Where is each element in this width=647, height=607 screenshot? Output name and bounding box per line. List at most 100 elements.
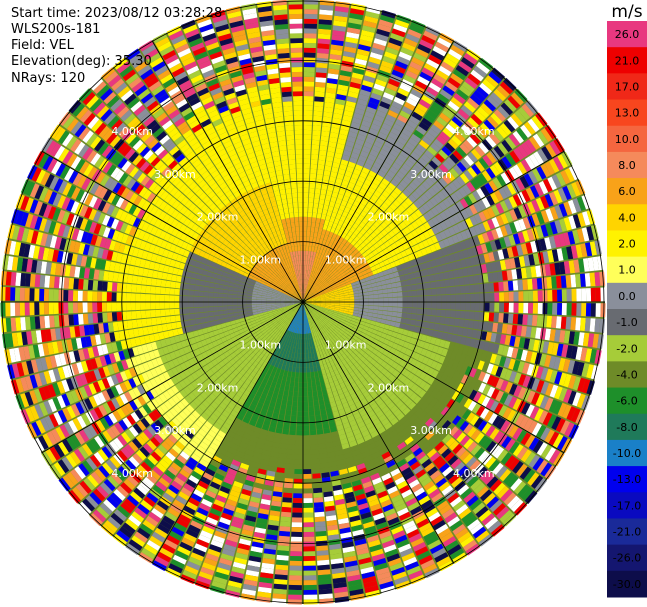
range-gate — [496, 174, 507, 187]
range-gate — [338, 291, 344, 295]
range-gate — [319, 404, 326, 410]
range-gate — [356, 232, 364, 239]
range-gate — [317, 433, 325, 440]
range-gate — [334, 294, 340, 297]
range-gate — [335, 272, 341, 278]
range-gate — [392, 292, 398, 298]
range-gate — [299, 362, 303, 368]
range-gate — [346, 27, 361, 35]
range-gate — [469, 204, 478, 215]
range-gate — [391, 219, 400, 227]
range-gate — [334, 182, 341, 189]
range-gate — [303, 245, 306, 251]
range-gate — [511, 269, 518, 280]
range-gate — [303, 207, 308, 213]
range-gate — [432, 45, 447, 57]
range-gate — [373, 294, 379, 299]
range-gate — [296, 425, 303, 431]
range-gate — [334, 264, 340, 269]
range-gate — [563, 261, 571, 274]
range-gate — [303, 115, 313, 121]
range-gate — [303, 216, 308, 222]
range-gate — [372, 119, 383, 127]
range-gate — [308, 265, 311, 271]
range-gate — [508, 196, 518, 208]
range-gate — [368, 128, 379, 136]
range-gate — [332, 207, 339, 214]
range-gate — [391, 28, 406, 38]
range-gate — [342, 114, 353, 122]
range-gate — [324, 199, 330, 206]
range-gate — [414, 209, 423, 218]
range-gate — [480, 331, 488, 341]
range-gate — [507, 116, 519, 130]
range-gate — [310, 287, 314, 292]
range-gate — [576, 362, 585, 376]
range-gate — [337, 84, 349, 91]
range-gate — [316, 429, 324, 435]
range-gate — [473, 320, 479, 330]
range-gate — [350, 279, 356, 284]
range-gate — [445, 53, 460, 65]
range-gate — [568, 260, 576, 274]
range-gate — [438, 65, 452, 77]
range-gate — [431, 295, 437, 302]
range-gate — [312, 251, 317, 258]
range-gate — [303, 449, 311, 455]
range-gate — [407, 137, 419, 147]
range-gate — [408, 194, 417, 203]
range-gate — [509, 222, 518, 234]
range-gate — [540, 163, 551, 178]
range-gate — [408, 272, 415, 280]
range-gate — [469, 284, 475, 293]
range-gate — [304, 289, 306, 295]
range-gate — [441, 108, 454, 120]
range-gate — [386, 136, 396, 145]
range-gate — [315, 178, 323, 185]
range-gate — [460, 57, 475, 69]
range-gate — [528, 302, 534, 314]
range-gate — [525, 139, 537, 153]
range-gate — [387, 182, 396, 191]
range-gate — [492, 272, 499, 282]
range-gate — [373, 235, 381, 243]
range-gate — [307, 381, 312, 387]
range-gate — [307, 226, 311, 232]
range-gate — [312, 241, 316, 247]
range-gate — [548, 158, 560, 173]
range-gate — [425, 200, 435, 210]
range-gate — [341, 60, 354, 68]
range-gate — [350, 215, 358, 223]
range-gate — [318, 258, 322, 264]
range-gate — [327, 205, 334, 212]
range-gate — [418, 233, 427, 242]
range-gate — [492, 322, 499, 333]
range-gate — [279, 409, 286, 415]
range-gate — [363, 292, 369, 296]
range-gate — [313, 110, 323, 117]
range-gate — [311, 276, 314, 282]
range-gate — [284, 473, 294, 479]
range-gate — [344, 299, 350, 302]
range-gate — [478, 142, 489, 154]
range-gate — [332, 25, 346, 32]
range-gate — [464, 120, 476, 133]
range-gate — [293, 488, 303, 494]
range-gate — [407, 28, 422, 39]
range-gate — [313, 502, 324, 508]
range-gate — [559, 330, 566, 343]
range-gate — [305, 275, 308, 280]
range-gate — [486, 230, 495, 241]
range-gate — [357, 272, 364, 278]
range-gate — [485, 242, 493, 253]
range-gate — [353, 184, 362, 192]
range-gate — [516, 268, 523, 279]
range-gate — [416, 333, 423, 340]
range-gate — [393, 96, 405, 106]
range-gate — [319, 294, 325, 297]
range-gate — [376, 28, 390, 37]
range-gate — [330, 260, 336, 266]
range-gate — [399, 110, 411, 120]
range-gate — [379, 148, 389, 157]
range-gate — [521, 189, 531, 203]
